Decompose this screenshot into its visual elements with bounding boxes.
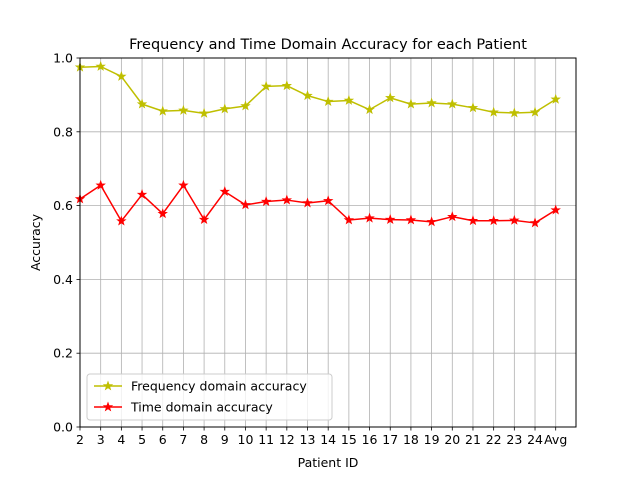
data-point (95, 61, 106, 71)
data-point (385, 214, 396, 225)
y-tick-label: 1.0 (53, 51, 73, 66)
x-tick-label: 9 (221, 432, 229, 447)
x-tick-label: 13 (300, 432, 316, 447)
y-tick-label: 0.8 (53, 124, 73, 139)
data-point (343, 94, 355, 105)
legend-label-frequency: Frequency domain accuracy (131, 379, 307, 394)
data-point (467, 215, 479, 226)
data-point (260, 196, 272, 206)
x-tick-label: 21 (465, 432, 481, 447)
data-point (281, 194, 293, 205)
legend-box (86, 373, 333, 421)
legend: Frequency domain accuracy Time domain ac… (86, 373, 333, 421)
data-point (198, 214, 210, 225)
data-point (426, 216, 437, 227)
chart-title: Frequency and Time Domain Accuracy for e… (129, 37, 527, 53)
data-point (405, 98, 417, 109)
data-point (281, 80, 293, 91)
x-tick-label: 7 (179, 432, 187, 447)
x-tick-label: 14 (320, 432, 336, 447)
data-point (157, 105, 168, 116)
legend-marker-time (102, 401, 114, 412)
x-tick-label: 2 (76, 432, 84, 447)
data-point (302, 90, 313, 101)
x-tick-label: 5 (138, 432, 146, 447)
data-point (405, 214, 417, 225)
x-tick-label: 12 (279, 432, 295, 447)
x-tick-label: 18 (403, 432, 419, 447)
series-layer (74, 61, 561, 228)
data-point (219, 103, 230, 114)
data-point (178, 179, 189, 190)
x-tick-label: 19 (424, 432, 440, 447)
data-point (302, 197, 313, 208)
y-axis-label: Accuracy (28, 213, 43, 271)
data-point (116, 215, 127, 226)
data-point (240, 100, 251, 111)
data-point (364, 212, 375, 223)
data-point (198, 107, 210, 118)
y-tick-label: 0.4 (53, 272, 73, 287)
legend-label-time: Time domain accuracy (130, 400, 273, 415)
x-tick-label: 11 (258, 432, 274, 447)
data-point (447, 98, 458, 109)
x-tick-label: 10 (238, 432, 254, 447)
data-point (240, 199, 251, 210)
x-tick-label: 24 (527, 432, 543, 447)
y-tick-label: 0.6 (53, 198, 73, 213)
grid-lines (79, 57, 576, 428)
series-1 (74, 179, 561, 228)
x-tick-label: 4 (117, 432, 125, 447)
data-point (343, 214, 355, 225)
data-point (219, 186, 230, 197)
x-tick-label: 16 (362, 432, 378, 447)
data-point (509, 107, 520, 118)
data-point (550, 204, 561, 215)
x-axis-label: Patient ID (298, 455, 359, 470)
x-tick-label: 3 (97, 432, 105, 447)
data-point (95, 179, 106, 190)
data-point (529, 217, 541, 228)
data-point (509, 214, 520, 225)
data-point (385, 92, 396, 103)
data-point (488, 215, 499, 226)
data-point (136, 189, 148, 199)
x-tick-label: 20 (444, 432, 460, 447)
legend-marker-frequency (102, 380, 114, 391)
x-tick-label: 6 (159, 432, 167, 447)
series-line (79, 184, 557, 224)
x-tick-label: Avg (544, 432, 567, 447)
data-point (488, 106, 499, 117)
data-point (426, 97, 437, 108)
y-tick-label: 0.2 (53, 346, 73, 361)
data-point (529, 106, 541, 117)
series-0 (74, 61, 561, 118)
data-point (322, 96, 334, 106)
x-tick-label: 23 (506, 432, 522, 447)
data-point (550, 93, 561, 104)
data-point (136, 98, 148, 109)
data-point (467, 102, 479, 113)
data-point (364, 104, 375, 115)
x-tick-label: 17 (382, 432, 398, 447)
x-axis: 2 3 4 5 6 7 8 9 10 11 12 13 14 15 16 17 18 19 20 21 22 23 24 Av… (76, 427, 567, 447)
x-tick-label: 22 (486, 432, 502, 447)
y-tick-label: 0.0 (53, 420, 73, 435)
data-point (260, 80, 272, 91)
x-tick-label: 8 (200, 432, 208, 447)
x-tick-label: 15 (341, 432, 357, 447)
data-point (178, 104, 189, 115)
data-point (447, 211, 458, 222)
y-axis: 0.0 0.2 0.4 0.6 0.8 1.0 (53, 51, 80, 435)
data-point (157, 208, 168, 219)
data-point (116, 70, 127, 81)
data-point (322, 195, 334, 206)
